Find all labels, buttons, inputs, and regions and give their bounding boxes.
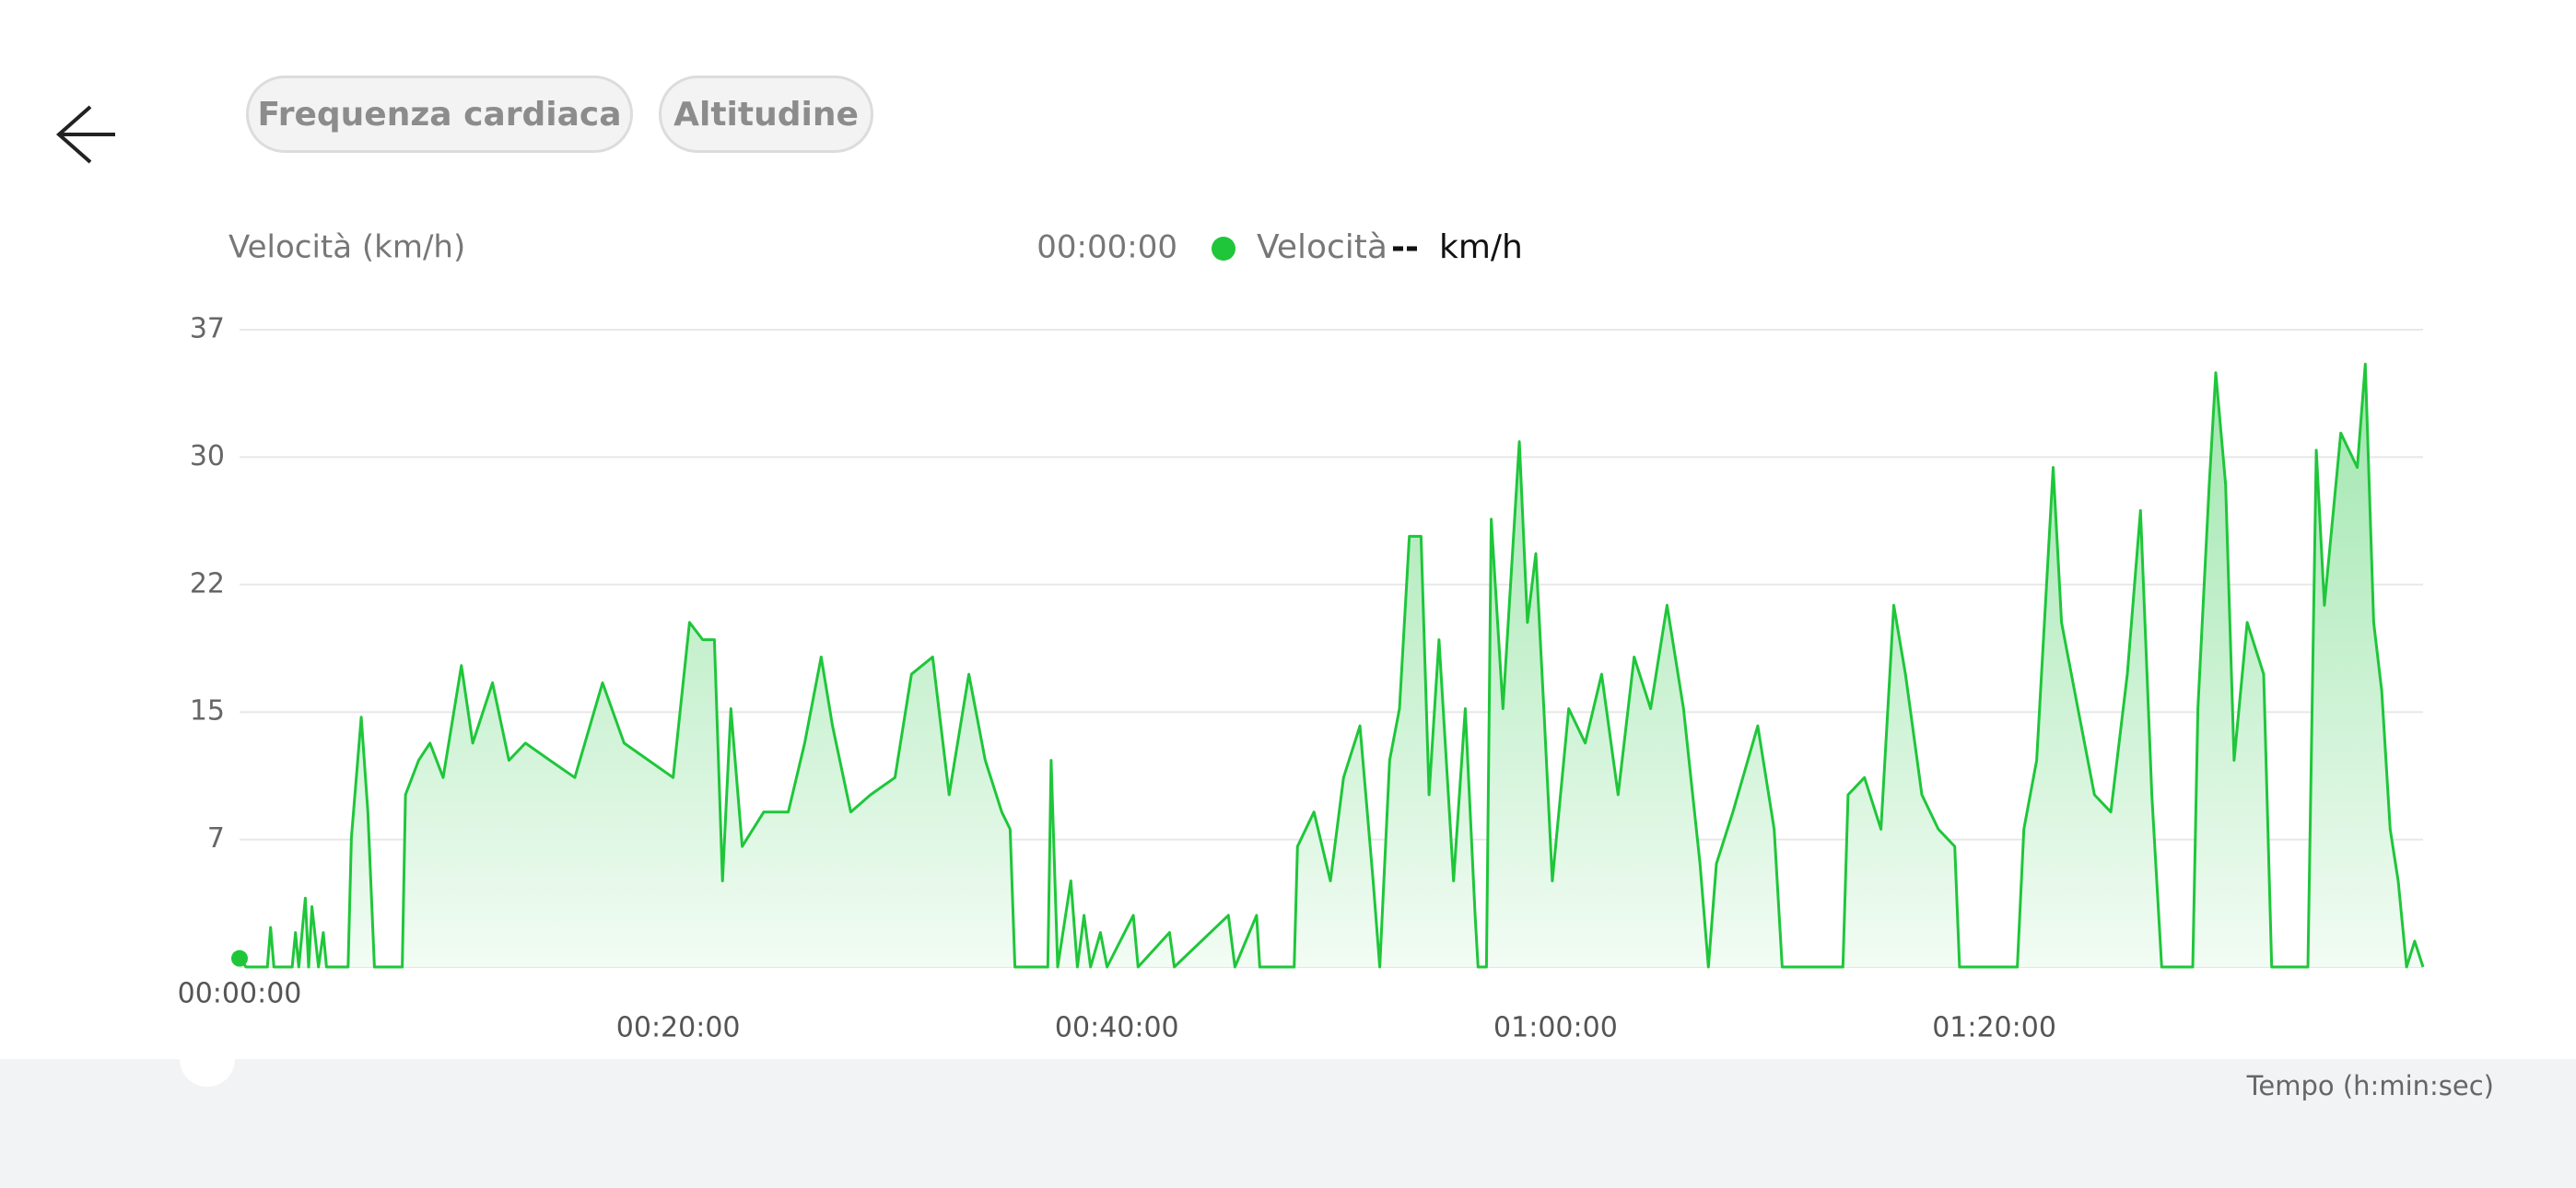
- readout-unit: km/h: [1439, 228, 1523, 266]
- x-tick-label: 00:00:00: [178, 978, 302, 1010]
- area-fill: [240, 364, 2423, 967]
- x-tick-label: 00:20:00: [616, 1012, 741, 1044]
- y-tick-label: 7: [207, 822, 225, 855]
- y-tick-label: 37: [190, 313, 225, 345]
- back-arrow[interactable]: [55, 105, 115, 164]
- legend-dot: [1212, 237, 1235, 261]
- tab-button[interactable]: Altitudine: [659, 76, 873, 153]
- readout-time: 00:00:00: [1036, 229, 1177, 266]
- x-tick-label: 01:00:00: [1493, 1012, 1618, 1044]
- legend-label: Velocità: [1257, 228, 1388, 266]
- slider-handle[interactable]: [180, 1031, 235, 1087]
- bottom-band: [0, 1059, 2576, 1188]
- y-axis-title: Velocità (km/h): [228, 229, 465, 266]
- x-tick-label: 00:40:00: [1055, 1012, 1179, 1044]
- x-axis-title: Tempo (h:min:sec): [2246, 1070, 2494, 1101]
- cursor-dot: [231, 949, 248, 967]
- tab-button[interactable]: Frequenza cardiaca: [246, 76, 633, 153]
- y-tick-label: 30: [190, 440, 225, 472]
- line: [238, 362, 2425, 969]
- y-tick-label: 15: [190, 695, 225, 728]
- x-tick-label: 01:20:00: [1932, 1012, 2056, 1044]
- readout-value: --: [1391, 228, 1419, 266]
- y-tick-label: 22: [190, 567, 225, 600]
